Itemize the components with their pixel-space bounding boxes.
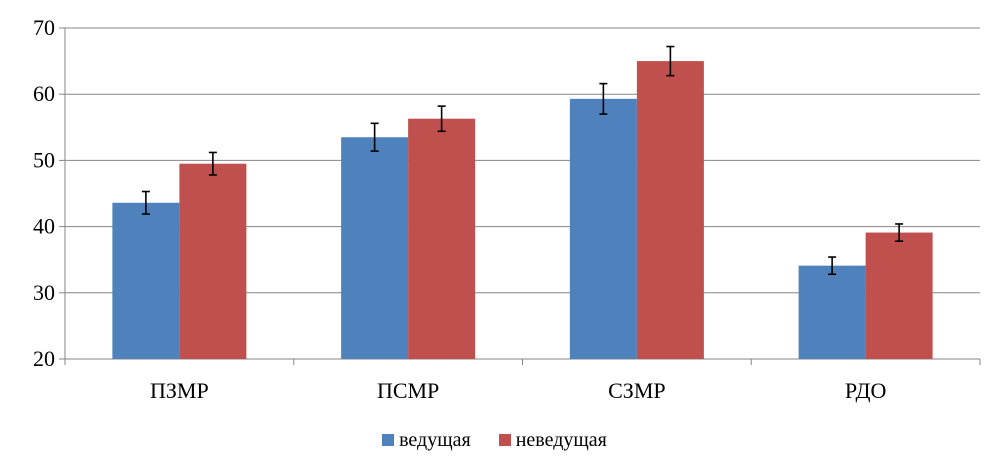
legend-item-series-2: неведущая: [498, 429, 607, 451]
legend-label-series-2: неведущая: [515, 429, 607, 451]
bar: [408, 118, 476, 359]
y-tick-label: 50: [33, 147, 55, 172]
y-tick-label: 40: [33, 214, 55, 239]
legend: ведущая неведущая: [0, 426, 989, 454]
y-tick-label: 60: [33, 81, 55, 106]
legend-label-series-1: ведущая: [399, 429, 471, 451]
x-category-label: ПСМР: [377, 378, 439, 403]
legend-item-series-1: ведущая: [382, 430, 471, 450]
y-tick-label: 20: [33, 346, 55, 371]
y-tick-label: 30: [33, 280, 55, 305]
bar: [179, 163, 247, 359]
x-category-label: ПЗМР: [150, 378, 209, 403]
y-tick-label: 70: [33, 15, 55, 40]
bar: [341, 137, 409, 359]
x-category-label: СЗМР: [608, 378, 666, 403]
x-category-label: РДО: [845, 378, 886, 403]
bar: [865, 232, 933, 359]
legend-swatch-series-1: [382, 434, 395, 446]
bar: [798, 265, 866, 359]
bar: [569, 98, 637, 360]
bar: [636, 61, 704, 359]
bar: [112, 202, 180, 359]
legend-swatch-series-2: [498, 434, 511, 446]
